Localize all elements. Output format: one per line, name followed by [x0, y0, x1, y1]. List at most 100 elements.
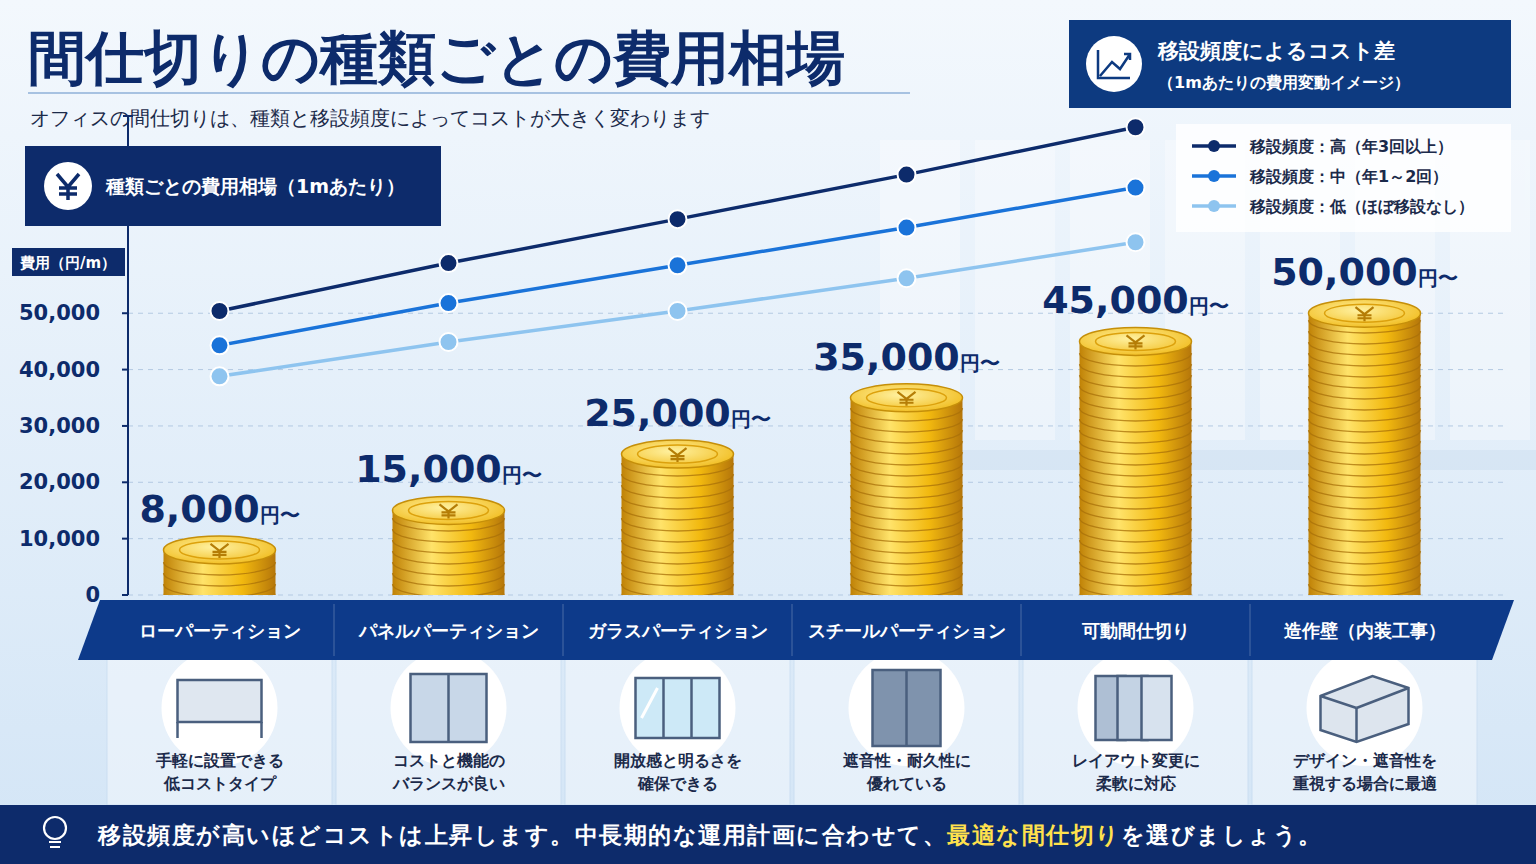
data-label-unit: 円〜: [502, 463, 542, 487]
legend-marker: [1208, 170, 1220, 182]
category-separator: [1250, 604, 1251, 656]
description: デザイン・遮音性を: [1293, 751, 1437, 770]
card: [565, 650, 790, 805]
legend-marker: [1208, 140, 1220, 152]
data-label-unit: 円〜: [1189, 294, 1229, 318]
bulb-base: [49, 842, 61, 847]
title: 間仕切りの種類ごとの費用相場: [28, 24, 845, 92]
legend-label: 移設頻度：低（ほぼ移設なし）: [1249, 197, 1474, 216]
yen-glyph: [57, 174, 79, 200]
coin-emboss: [211, 544, 229, 558]
shape: [1355, 708, 1358, 742]
data-label-unit: 円〜: [731, 407, 771, 431]
bulb-icon: [44, 817, 66, 839]
coin-rim: [867, 389, 947, 407]
description: バランスが良い: [392, 774, 505, 793]
coin-top: [1080, 327, 1192, 355]
coin-stack: [164, 536, 276, 595]
description: 優れている: [866, 774, 947, 793]
y-label-box: [12, 248, 125, 276]
line-point: [669, 302, 687, 320]
icon-circle: [391, 650, 507, 766]
shape: [873, 670, 941, 746]
footer-part: を選びましょう。: [1121, 822, 1323, 848]
partition-icon: [873, 670, 941, 746]
data-label-unit: 円〜: [960, 351, 1000, 375]
coin-top: [851, 384, 963, 412]
tick-label: 10,000: [19, 527, 100, 551]
category-label: 造作壁（内装工事）: [1284, 620, 1446, 641]
grid-line: [128, 538, 1504, 539]
partition-icon: [178, 680, 262, 738]
category-label: ガラスパーティション: [588, 620, 768, 641]
coin-body: [622, 454, 734, 595]
grid-line: [128, 313, 1504, 314]
line-point: [898, 219, 916, 237]
shape: [260, 722, 263, 738]
y-axis-end: [123, 115, 133, 117]
coin-stack: [622, 440, 734, 595]
line-point: [669, 256, 687, 274]
legend-label: 移設頻度：中（年1～2回）: [1249, 167, 1448, 186]
data-label-number: 15,000: [355, 447, 502, 491]
yen-icon: [44, 162, 92, 210]
line-point: [440, 254, 458, 272]
data-label-number: 50,000: [1271, 250, 1418, 294]
line-point: [1127, 179, 1145, 197]
shape: [1142, 676, 1172, 740]
line-heading-box: [1069, 20, 1511, 108]
description: 手軽に設置できる: [155, 751, 284, 770]
glass-shine: [642, 688, 658, 718]
line-point: [669, 210, 687, 228]
data-label: 15,000円〜: [355, 447, 542, 491]
chart-title: 種類ごとの費用相場（1mあたり）: [105, 175, 405, 197]
icon-circle: [1307, 650, 1423, 766]
icon-circle: [1078, 650, 1194, 766]
coin-stack: [851, 384, 963, 595]
coin-emboss: [1356, 307, 1374, 321]
category-label: 可動間仕切り: [1081, 620, 1190, 641]
data-label-unit: 円〜: [1418, 266, 1458, 290]
coin-stack: [393, 496, 505, 595]
partition-icon: [1321, 676, 1409, 742]
shape: [411, 674, 487, 742]
tick-label: 40,000: [19, 358, 100, 382]
line-point: [211, 367, 229, 385]
data-label: 50,000円〜: [1271, 250, 1458, 294]
category-separator: [792, 604, 793, 656]
coin-stack: [1080, 327, 1192, 595]
grid-line: [128, 482, 1504, 483]
tick-label: 0: [85, 583, 100, 607]
trend-icon: [1086, 36, 1142, 92]
category-separator: [1021, 604, 1022, 656]
data-label-number: 8,000: [139, 487, 259, 531]
grid-line: [128, 595, 1504, 596]
description: 柔軟に対応: [1095, 774, 1176, 793]
lead: オフィスの間仕切りは、種類と移設頻度によってコストが大きく変わります: [30, 106, 710, 130]
coin-emboss: [440, 504, 458, 518]
category-band: [78, 600, 1514, 660]
category-label: スチールパーティション: [808, 620, 1006, 641]
coin-top: [393, 496, 505, 524]
data-label-number: 35,000: [813, 335, 960, 379]
footer-band: [0, 805, 1536, 864]
grid-line: [128, 425, 1504, 426]
category-separator: [563, 604, 564, 656]
tick-label: 30,000: [19, 414, 100, 438]
y-axis-title: 費用（円/m）: [19, 254, 116, 272]
footer-part: 移設頻度が高いほどコストは上昇します。中長期的な運用計画に合わせて、: [97, 822, 947, 848]
legend-box: [1176, 124, 1511, 232]
icon-circle: [620, 650, 736, 766]
icon-circle: [162, 650, 278, 766]
coin-emboss: [669, 448, 687, 462]
line-point: [211, 336, 229, 354]
partition-icon: [1096, 676, 1172, 740]
line-point: [440, 294, 458, 312]
shape: [178, 680, 262, 722]
card: [107, 650, 332, 805]
icon-circle: [849, 650, 965, 766]
coin-rim: [638, 445, 718, 463]
card: [336, 650, 561, 805]
data-label: 8,000円〜: [139, 487, 299, 531]
trend-glyph: [1098, 50, 1130, 78]
